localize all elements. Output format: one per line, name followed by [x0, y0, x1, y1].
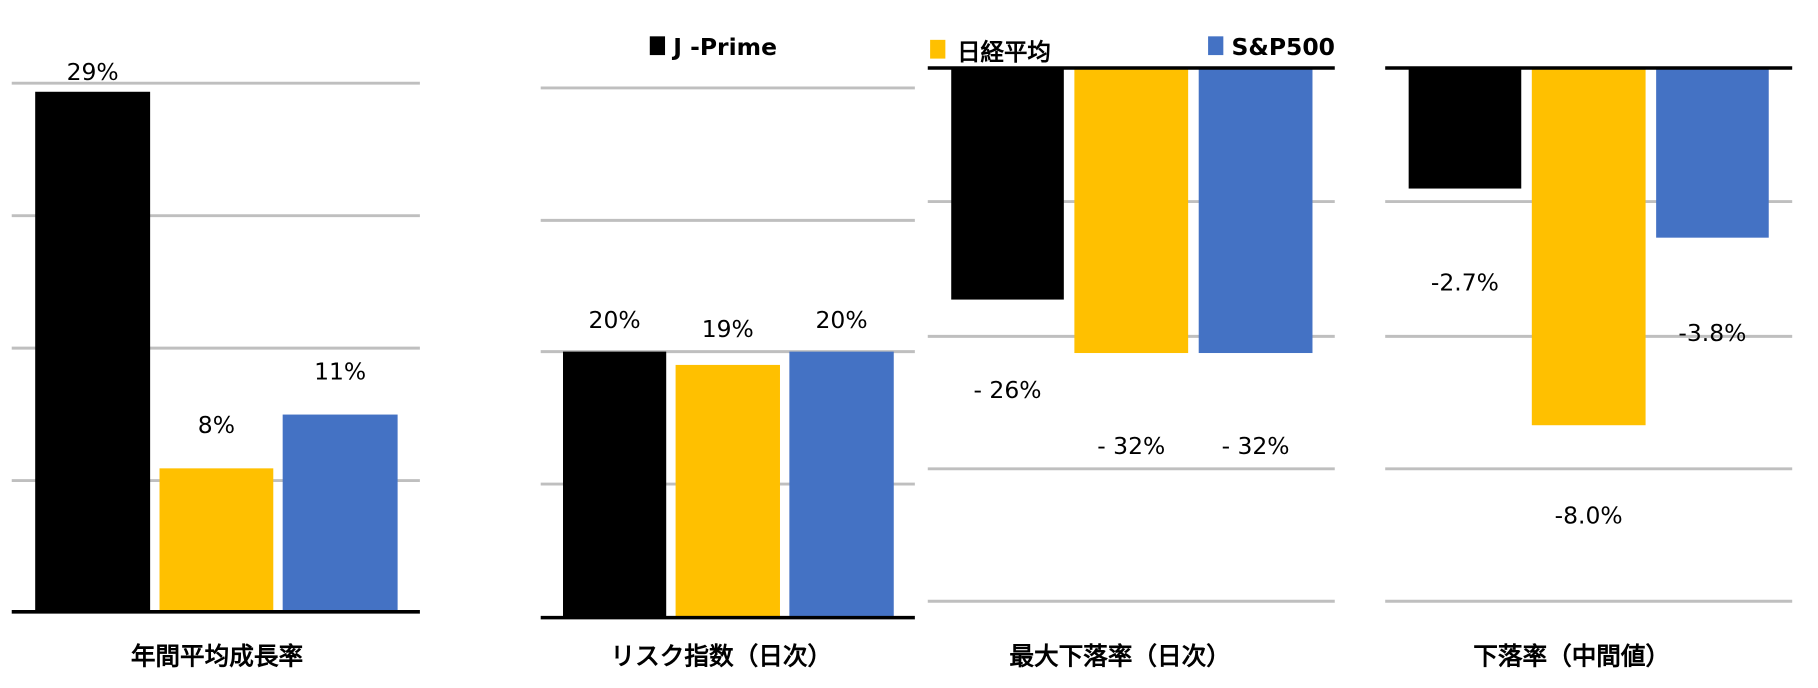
legend-swatch-jprime — [649, 36, 666, 56]
data-label-jprime: - 26% — [974, 376, 1042, 404]
chart-title: 最大下落率（日次） — [1009, 642, 1231, 671]
bar-jprime — [951, 67, 1064, 300]
chart-panel-3: - 26% - 32% - 32% 最大下落率（日次） — [927, 66, 1335, 671]
data-label-jprime: 29% — [67, 58, 119, 86]
legend-swatch-sp500 — [1208, 36, 1224, 56]
chart-panel-2: 20% 19% 20% リスク指数（日次） — [540, 86, 915, 671]
bar-nikkei — [159, 468, 274, 612]
legend-label-sp500: S&P500 — [1232, 33, 1335, 61]
data-label-nikkei: - 32% — [1097, 432, 1165, 460]
data-label-sp500: 20% — [816, 306, 868, 334]
chart-panel-1: 29% 8% 11% 年間平均成長率 — [11, 58, 420, 671]
bar-sp500 — [282, 414, 398, 612]
data-label-nikkei: 19% — [702, 315, 754, 343]
legend-label-jprime: J -Prime — [671, 33, 777, 61]
bar-nikkei — [675, 364, 780, 618]
legend: J -Prime 日経平均 S&P500 — [649, 33, 1335, 66]
data-label-jprime: -2.7% — [1431, 269, 1499, 297]
bar-sp500 — [789, 351, 894, 618]
chart-title: 年間平均成長率 — [131, 642, 303, 671]
bar-jprime — [1408, 67, 1522, 189]
legend-label-nikkei: 日経平均 — [957, 38, 1051, 66]
chart-title: 下落率（中間値） — [1473, 642, 1670, 671]
data-label-sp500: 11% — [314, 357, 366, 385]
chart-title: リスク指数（日次） — [611, 642, 833, 671]
data-label-nikkei: -8.0% — [1555, 502, 1623, 530]
data-label-jprime: 20% — [589, 306, 641, 334]
bar-nikkei — [1074, 67, 1189, 354]
bar-jprime — [35, 91, 151, 612]
data-label-sp500: -3.8% — [1678, 319, 1746, 347]
legend-swatch-nikkei — [930, 39, 946, 59]
data-label-sp500: - 32% — [1222, 432, 1290, 460]
bar-sp500 — [1198, 67, 1313, 354]
bar-sp500 — [1656, 67, 1769, 238]
bar-jprime — [562, 351, 667, 618]
chart-panel-4: -2.7% -8.0% -3.8% 下落率（中間値） — [1385, 66, 1793, 671]
data-label-nikkei: 8% — [198, 411, 235, 439]
bar-nikkei — [1531, 67, 1646, 426]
